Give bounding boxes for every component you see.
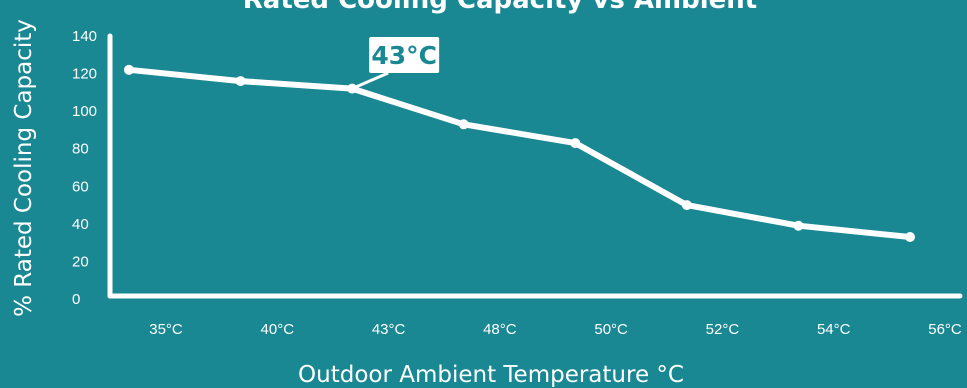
x-axis-title: Outdoor Ambient Temperature °C — [298, 362, 684, 388]
x-tick-label: 50°C — [594, 321, 628, 338]
x-tick-label: 52°C — [706, 321, 740, 338]
data-points — [124, 64, 915, 243]
series-line — [126, 66, 913, 240]
data-point — [681, 200, 692, 211]
data-point — [124, 64, 134, 75]
callout-box — [369, 37, 440, 73]
y-tick-label: 140 — [72, 28, 97, 45]
y-tick-label: 100 — [72, 103, 97, 120]
data-point — [458, 119, 469, 130]
y-tick-label: 40 — [72, 216, 89, 233]
data-point — [235, 76, 246, 87]
x-tick-label: 54°C — [817, 321, 851, 338]
chart-title: Rated Cooling Capacity vs Ambient — [243, 0, 757, 15]
callout-label: 43°C — [371, 41, 437, 70]
x-tick-label: 35°C — [149, 321, 183, 338]
data-point — [570, 138, 581, 149]
x-tick-label: 56°C — [928, 321, 962, 338]
y-tick-label: 20 — [72, 253, 89, 270]
x-tick-label: 43°C — [372, 321, 406, 338]
data-point — [793, 220, 804, 231]
x-tick-label: 40°C — [261, 321, 295, 338]
y-tick-label: 80 — [72, 141, 89, 158]
y-axis-ticks: 0 20 40 60 80 100 120 140 — [72, 28, 97, 308]
data-point — [905, 232, 915, 243]
y-tick-label: 60 — [72, 178, 89, 195]
callout-leader-line — [351, 71, 389, 90]
x-axis-ticks: 35°C 40°C 43°C 48°C 50°C 52°C 54°C 56°C — [149, 321, 962, 338]
y-axis-title: % Rated Cooling Capacity — [11, 19, 37, 317]
y-tick-label: 120 — [72, 66, 97, 83]
x-tick-label: 48°C — [483, 321, 517, 338]
callout-43c: 43°C — [351, 37, 440, 90]
y-tick-label: 0 — [72, 291, 80, 308]
